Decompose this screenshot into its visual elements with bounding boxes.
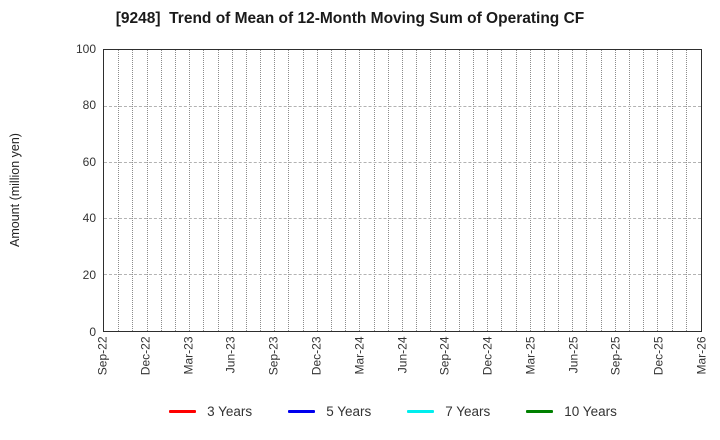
v-gridline [515, 50, 517, 331]
x-tick-label: Dec-25 [651, 336, 666, 375]
y-tick-label: 20 [82, 267, 96, 282]
y-tick-label: 0 [89, 324, 96, 339]
plot-area [103, 49, 702, 332]
h-gridline [104, 218, 701, 219]
legend-item: 5 Years [288, 404, 371, 419]
x-tick-label: Jun-24 [395, 336, 409, 373]
x-tick-label: Mar-23 [181, 336, 196, 375]
v-gridline [572, 50, 574, 331]
y-tick-label: 60 [82, 154, 96, 169]
v-gridline [416, 50, 418, 331]
v-gridline [203, 50, 205, 331]
legend-line-icon [526, 410, 554, 413]
x-tick-label: Dec-23 [309, 336, 324, 375]
v-gridline [629, 50, 631, 331]
h-gridline [104, 162, 701, 163]
v-gridline [245, 50, 247, 331]
y-tick-label: 100 [75, 41, 96, 56]
v-gridline [600, 50, 602, 331]
v-gridline [430, 50, 432, 331]
v-gridline [458, 50, 460, 331]
v-gridline [558, 50, 560, 331]
legend-line-icon [288, 410, 316, 413]
legend-item: 7 Years [407, 404, 490, 419]
v-gridline [118, 50, 120, 331]
v-gridline [302, 50, 304, 331]
x-tick-label: Sep-22 [95, 336, 110, 375]
v-gridline [316, 50, 318, 331]
x-tick-label: Sep-24 [437, 336, 452, 375]
x-tick-label: Mar-24 [352, 336, 367, 375]
legend: 3 Years 5 Years 7 Years 10 Years [0, 404, 720, 419]
v-gridline [643, 50, 645, 331]
v-gridline [387, 50, 389, 331]
x-tick-label: Mar-25 [523, 336, 538, 375]
x-tick-label: Sep-25 [608, 336, 623, 375]
legend-label: 3 Years [207, 404, 253, 419]
h-gridline [104, 274, 701, 275]
v-gridline [472, 50, 474, 331]
x-tick-label: Dec-24 [480, 336, 495, 375]
legend-label: 7 Years [445, 404, 491, 419]
legend-line-icon [169, 410, 197, 413]
v-gridline [543, 50, 545, 331]
legend-label: 10 Years [564, 404, 617, 419]
v-gridline [671, 50, 673, 331]
chart-title: [9248] Trend of Mean of 12-Month Moving … [115, 10, 585, 27]
y-tick-label: 80 [82, 98, 96, 113]
v-gridline [685, 50, 687, 331]
v-gridline [217, 50, 219, 331]
v-gridline [373, 50, 375, 331]
v-gridline [132, 50, 134, 331]
v-gridline [501, 50, 503, 331]
x-tick-label: Sep-23 [266, 336, 281, 375]
v-gridline [331, 50, 333, 331]
v-gridline [487, 50, 489, 331]
x-tick-label: Dec-22 [138, 336, 153, 375]
v-gridline [657, 50, 659, 331]
h-gridline [104, 106, 701, 107]
v-gridline [586, 50, 588, 331]
legend-label: 5 Years [326, 404, 372, 419]
v-gridline [160, 50, 162, 331]
y-tick-label: 40 [82, 211, 96, 226]
legend-item: 3 Years [169, 404, 252, 419]
v-gridline [174, 50, 176, 331]
v-gridline [444, 50, 446, 331]
v-gridline [529, 50, 531, 331]
v-gridline [402, 50, 403, 331]
v-gridline [359, 50, 361, 331]
y-axis-label: Amount (million yen) [8, 133, 22, 247]
v-gridline [231, 50, 233, 331]
v-gridline [274, 50, 276, 331]
legend-item: 10 Years [526, 404, 617, 419]
x-tick-label: Jun-23 [223, 336, 238, 373]
v-gridline [614, 50, 616, 331]
v-gridline [345, 50, 347, 331]
v-gridline [260, 50, 262, 331]
v-gridline [288, 50, 290, 331]
x-tick-label: Jun-25 [566, 336, 581, 373]
v-gridline [189, 50, 191, 331]
x-tick-label: Mar-26 [694, 336, 709, 375]
v-gridline [146, 50, 148, 331]
legend-line-icon [407, 410, 435, 413]
